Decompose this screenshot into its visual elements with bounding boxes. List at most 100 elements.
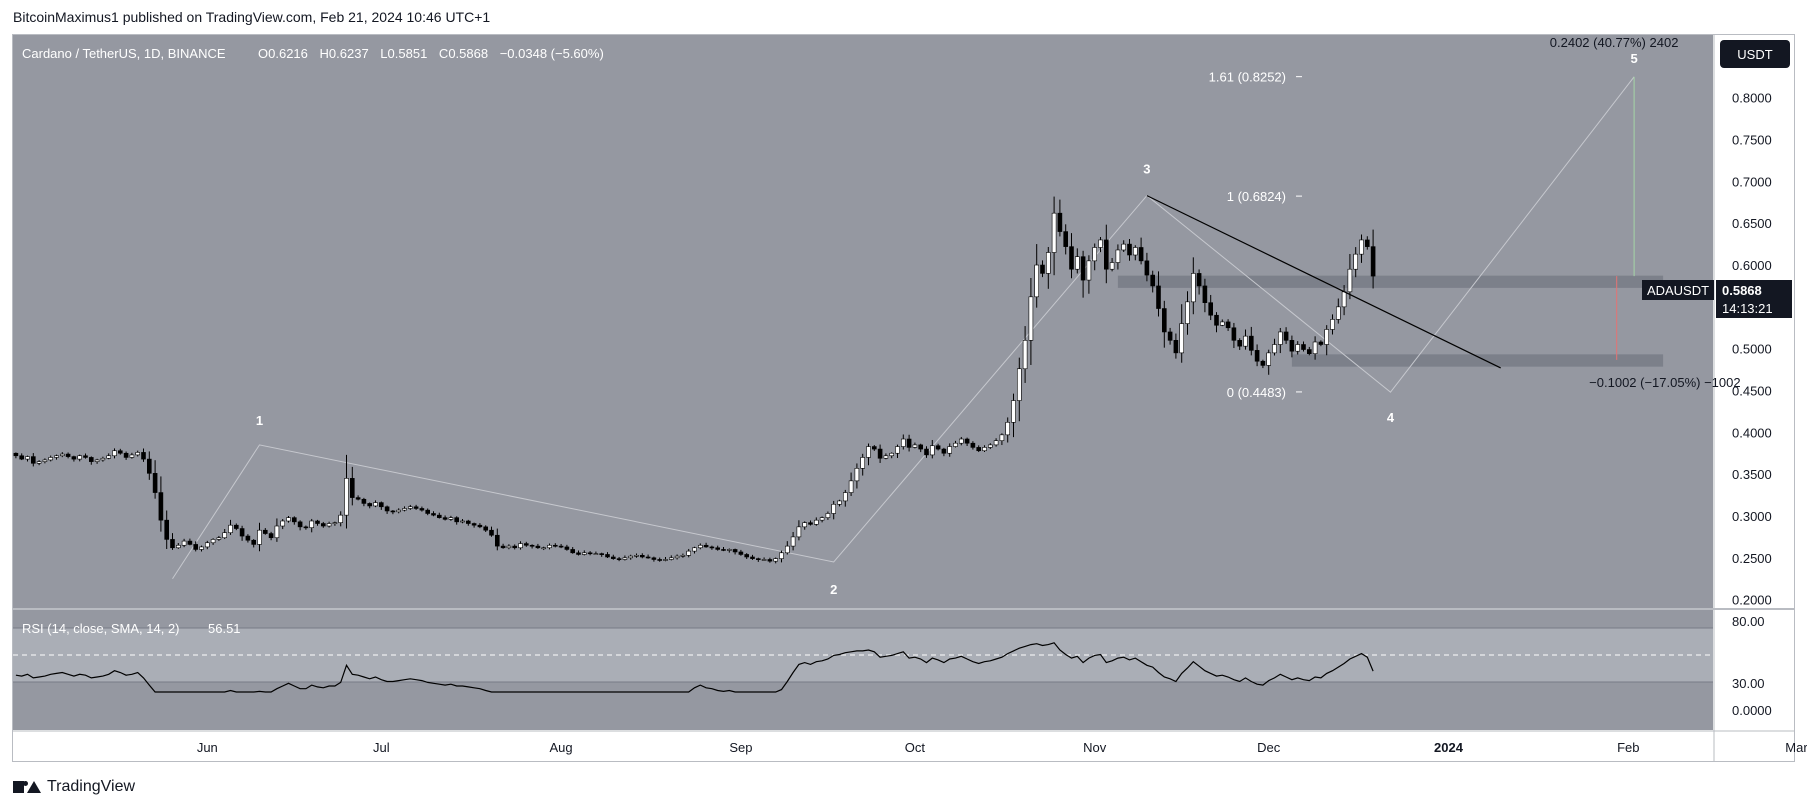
- wave-label-3: 3: [1143, 162, 1150, 177]
- candle-body: [303, 526, 309, 529]
- candle-body: [1167, 331, 1173, 341]
- candle-body: [228, 524, 233, 534]
- candle-body: [581, 552, 587, 555]
- candle-body: [663, 559, 668, 561]
- rsi-line[interactable]: [15, 642, 1374, 693]
- price-range-measure[interactable]: 0.2402 (40.77%) 2402 −0.1002 (−17.05%) −1…: [1550, 35, 1741, 390]
- price-axis[interactable]: 0.85000.80000.75000.70000.65000.60000.55…: [1732, 49, 1772, 608]
- candle-body: [425, 509, 431, 514]
- time-axis[interactable]: Jun Jul Aug Sep Oct Nov Dec 2024 Feb Mar: [197, 740, 1807, 755]
- candle-body: [576, 552, 581, 555]
- candle-body: [616, 558, 622, 560]
- candle-body: [199, 546, 204, 550]
- candle-body: [1365, 239, 1370, 247]
- candle-body: [419, 508, 425, 511]
- candle-body: [1144, 260, 1150, 276]
- candle-body: [709, 546, 715, 549]
- fibonacci-levels[interactable]: 1.61 (0.8252) 1 (0.6824) 0 (0.4483): [1209, 70, 1302, 400]
- candle-body: [866, 446, 871, 458]
- candle-body: [71, 456, 77, 460]
- candle-body: [402, 508, 407, 511]
- candle-body: [257, 529, 262, 545]
- candle-body: [489, 529, 494, 536]
- price-tick-label: 0.4000: [1732, 425, 1772, 440]
- price-tick-label: 0.2500: [1732, 551, 1772, 566]
- candle-body: [924, 448, 929, 456]
- candle-body: [483, 526, 489, 531]
- price-tick-label: 0.6000: [1732, 258, 1772, 273]
- candle-body: [674, 555, 680, 559]
- candle-body: [135, 452, 140, 456]
- candle-body: [465, 520, 471, 524]
- currency-button[interactable]: [1720, 40, 1790, 68]
- rsi-legend-label[interactable]: RSI (14, close, SMA, 14, 2): [22, 621, 180, 636]
- candle-body: [970, 442, 976, 448]
- candle-body: [1092, 247, 1097, 262]
- candle-body: [1179, 323, 1184, 354]
- fib-level-label: 1.61 (0.8252): [1209, 70, 1286, 85]
- candle-body: [245, 535, 251, 541]
- candlestick-series[interactable]: [13, 196, 1376, 564]
- candle-body: [692, 547, 697, 552]
- footer[interactable]: TradingView: [13, 778, 135, 796]
- candle-body: [1069, 246, 1074, 270]
- candle-body: [1196, 273, 1202, 287]
- candle-body: [494, 534, 500, 547]
- elliott-wave-lines[interactable]: [172, 76, 1635, 579]
- candle-body: [744, 554, 750, 558]
- candle-body: [187, 540, 193, 545]
- support-zone-upper[interactable]: [1117, 275, 1664, 288]
- candle-body: [344, 478, 349, 516]
- descending-trendline[interactable]: [1146, 195, 1501, 369]
- time-tick-label: Jul: [373, 740, 390, 755]
- symbol-label[interactable]: Cardano / TetherUS, 1D, BINANCE: [22, 46, 226, 61]
- fib-level-label: 1 (0.6824): [1227, 189, 1286, 204]
- candle-body: [181, 540, 187, 546]
- candle-body: [332, 522, 338, 524]
- candle-body: [152, 473, 158, 493]
- candle-body: [750, 556, 755, 559]
- publish-info: BitcoinMaximus1 published on TradingView…: [13, 9, 491, 25]
- candle-body: [309, 520, 315, 528]
- candle-body: [599, 553, 605, 555]
- candle-body: [367, 503, 373, 507]
- candle-body: [1283, 331, 1289, 341]
- candle-body: [118, 450, 123, 454]
- candle-body: [100, 457, 106, 461]
- candle-body: [1289, 340, 1295, 352]
- time-tick-label: Jun: [197, 740, 218, 755]
- candle-body: [123, 452, 129, 458]
- measure-up-label: 0.2402 (40.77%) 2402: [1550, 35, 1679, 50]
- candle-body: [1162, 308, 1167, 333]
- candle-body: [1341, 291, 1347, 308]
- support-zone-lower[interactable]: [1291, 354, 1664, 367]
- candle-body: [54, 455, 59, 458]
- candle-body: [477, 524, 483, 528]
- price-pane-bg[interactable]: [13, 35, 1713, 608]
- low-label: L: [380, 46, 387, 61]
- candle-body: [987, 444, 993, 448]
- candle-body: [500, 545, 506, 549]
- candle-body: [1266, 352, 1271, 366]
- open-value: 0.6216: [268, 46, 308, 61]
- candle-body: [141, 452, 146, 460]
- candle-body: [25, 456, 30, 460]
- candle-body: [726, 549, 732, 551]
- candle-body: [518, 543, 523, 549]
- candle-body: [1022, 340, 1028, 370]
- candle-body: [1040, 264, 1045, 274]
- candle-body: [854, 468, 860, 482]
- candle-body: [1098, 239, 1103, 248]
- candle-body: [1231, 327, 1237, 341]
- low-value: 0.5851: [388, 46, 428, 61]
- candle-body: [570, 549, 576, 554]
- candle-body: [1057, 212, 1063, 232]
- candle-body: [112, 450, 117, 457]
- time-tick-label: Mar: [1785, 740, 1807, 755]
- rsi-axis-0: 0.0000: [1732, 703, 1772, 718]
- price-tag-symbol: ADAUSDT: [1647, 283, 1709, 298]
- candle-body: [605, 554, 610, 558]
- candle-body: [1359, 239, 1364, 255]
- candle-body: [1307, 349, 1312, 355]
